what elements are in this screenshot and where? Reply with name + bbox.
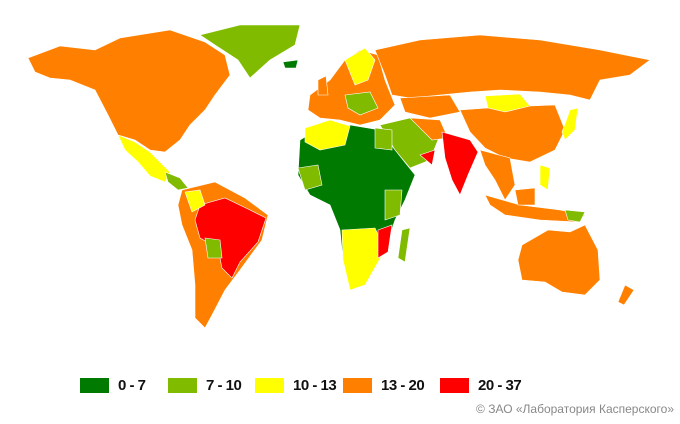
region-arabia-south [419,149,436,166]
region-west-africa [297,164,323,191]
region-russia [374,34,651,101]
region-australia [517,224,601,296]
legend-item-13-20: 13 - 20 [343,376,425,394]
region-colombia [184,189,206,213]
legend-label: 13 - 20 [381,376,425,394]
region-central-europe [344,91,379,116]
region-egypt [374,127,393,151]
legend-label: 7 - 10 [206,376,242,394]
region-southern-africa [341,227,386,291]
region-philippines [539,164,551,191]
region-greenland [199,24,301,79]
region-japan [561,107,579,141]
legend-item-0-7: 0 - 7 [80,376,146,394]
legend-label: 10 - 13 [293,376,337,394]
region-brazil [194,197,267,279]
region-north-america [27,29,231,153]
world-choropleth-map [27,24,651,329]
legend-label: 20 - 37 [478,376,522,394]
region-bolivia [204,237,223,259]
legend-label: 0 - 7 [118,376,146,394]
region-north-africa [304,119,351,151]
legend-swatch [80,377,109,393]
region-new-zealand [617,284,635,306]
legend-swatch [168,377,197,393]
legend-item-10-13: 10 - 13 [255,376,337,394]
copyright-text: © ЗАО «Лаборатория Касперского» [476,402,674,416]
legend-item-7-10: 7 - 10 [168,376,242,394]
region-iceland [282,59,299,69]
region-china [459,104,566,163]
region-central-america [164,171,189,191]
region-se-asia [479,149,516,201]
legend-item-20-37: 20 - 37 [440,376,522,394]
region-scandinavia [344,47,376,86]
region-uk [317,75,329,96]
region-madagascar [397,227,411,263]
region-mozambique [377,224,393,259]
region-india [441,131,479,196]
region-east-africa [384,189,403,221]
region-png [564,209,586,223]
region-indonesia [484,194,586,223]
region-kazakhstan [399,94,461,119]
legend-swatch [440,377,469,393]
legend-swatch [255,377,284,393]
legend-swatch [343,377,372,393]
region-borneo [514,187,536,206]
